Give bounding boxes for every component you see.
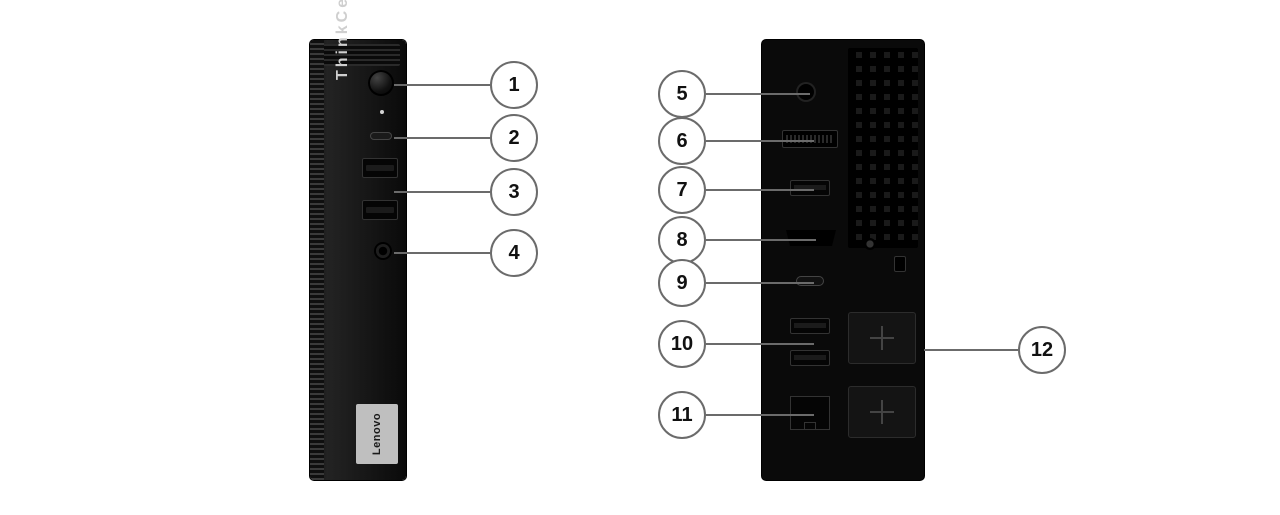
kensington-lock-slot bbox=[894, 256, 906, 272]
brand-thinkcentre: ThinkCentre bbox=[334, 0, 352, 80]
callout-3: 3 bbox=[394, 168, 538, 216]
power-led bbox=[380, 110, 384, 114]
callout-bubble: 11 bbox=[658, 391, 706, 439]
callout-leader-line bbox=[394, 191, 490, 193]
callout-leader-line bbox=[394, 137, 490, 139]
callout-bubble: 12 bbox=[1018, 326, 1066, 374]
callout-bubble: 3 bbox=[490, 168, 538, 216]
callout-bubble: 10 bbox=[658, 320, 706, 368]
headset-combo-jack bbox=[376, 244, 390, 258]
callout-bubble: 7 bbox=[658, 166, 706, 214]
dc-power-input bbox=[798, 84, 814, 100]
callout-leader-line bbox=[394, 252, 490, 254]
callout-2: 2 bbox=[394, 114, 538, 162]
callout-4: 4 bbox=[394, 229, 538, 277]
callout-bubble: 1 bbox=[490, 61, 538, 109]
callout-bubble: 4 bbox=[490, 229, 538, 277]
device-front-view: ThinkCentre Lenovo bbox=[310, 40, 406, 480]
callout-leader-line bbox=[924, 349, 1018, 351]
lenovo-badge-text: Lenovo bbox=[371, 413, 383, 455]
rear-usb-c-port bbox=[796, 276, 824, 286]
callout-bubble: 2 bbox=[490, 114, 538, 162]
callout-1: 1 bbox=[394, 61, 538, 109]
front-usb-c-port bbox=[370, 132, 392, 140]
device-rear-view bbox=[762, 40, 924, 480]
callout-bubble: 5 bbox=[658, 70, 706, 118]
rear-usb-a-port-1 bbox=[790, 180, 830, 196]
callout-12: 12 bbox=[924, 326, 1066, 374]
thumbscrew bbox=[864, 238, 876, 250]
callout-bubble: 6 bbox=[658, 117, 706, 165]
callout-bubble: 8 bbox=[658, 216, 706, 264]
front-usb-a-port-1 bbox=[362, 158, 398, 178]
lenovo-badge: Lenovo bbox=[356, 404, 398, 464]
displayport-output bbox=[782, 130, 838, 148]
callout-leader-line bbox=[394, 84, 490, 86]
rear-vent-grille bbox=[848, 48, 918, 248]
punch-out-slot-top bbox=[848, 312, 916, 364]
diagram-stage: ThinkCentre Lenovo 123456789101112 bbox=[0, 0, 1280, 515]
rear-usb-a-port-2 bbox=[790, 318, 830, 334]
callout-bubble: 9 bbox=[658, 259, 706, 307]
front-usb-a-port-2 bbox=[362, 200, 398, 220]
ethernet-port bbox=[790, 396, 830, 430]
hdmi-output bbox=[786, 230, 836, 246]
rear-usb-a-port-3 bbox=[790, 350, 830, 366]
punch-out-slot-bottom bbox=[848, 386, 916, 438]
power-button bbox=[368, 70, 394, 96]
